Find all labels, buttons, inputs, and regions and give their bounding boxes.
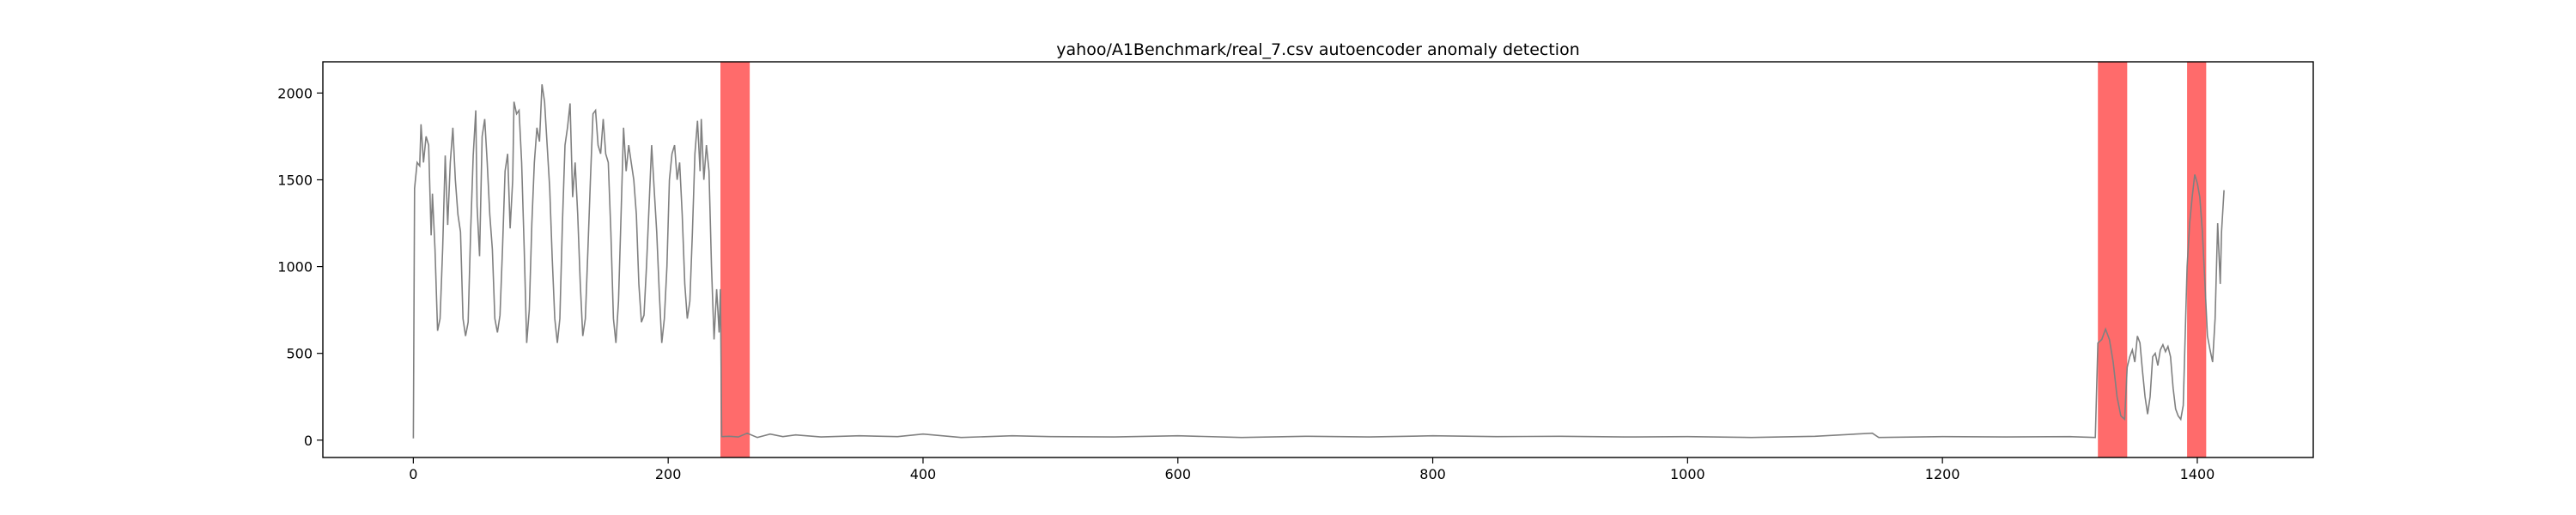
plot-area xyxy=(412,84,2225,439)
x-tick-label-1400: 1400 xyxy=(2180,466,2215,482)
y-tick-label-1000: 1000 xyxy=(277,259,313,276)
anomaly-span-2 xyxy=(2098,62,2128,457)
anomaly-span-3 xyxy=(2187,62,2207,457)
chart-title: yahoo/A1Benchmark/real_7.csv autoencoder… xyxy=(1056,40,1579,59)
anomaly-spans xyxy=(720,62,2207,457)
y-tick-label-0: 0 xyxy=(304,433,313,449)
axis-ticks: 0 200 400 600 800 1000 1200 1400 0 500 1000 1500 200… xyxy=(277,85,2215,482)
x-tick-label-1000: 1000 xyxy=(1670,466,1705,482)
series-line xyxy=(412,84,2225,439)
x-tick-label-0: 0 xyxy=(409,466,417,482)
y-tick-label-2000: 2000 xyxy=(277,85,313,101)
x-tick-label-600: 600 xyxy=(1164,466,1191,482)
plot-frame xyxy=(322,61,2314,458)
x-tick-label-800: 800 xyxy=(1419,466,1446,482)
y-tick-label-1500: 1500 xyxy=(277,172,313,188)
y-tick-label-500: 500 xyxy=(286,346,313,362)
x-tick-label-1200: 1200 xyxy=(1925,466,1960,482)
x-tick-label-200: 200 xyxy=(655,466,682,482)
x-tick-label-400: 400 xyxy=(910,466,937,482)
anomaly-span-1 xyxy=(720,62,750,457)
